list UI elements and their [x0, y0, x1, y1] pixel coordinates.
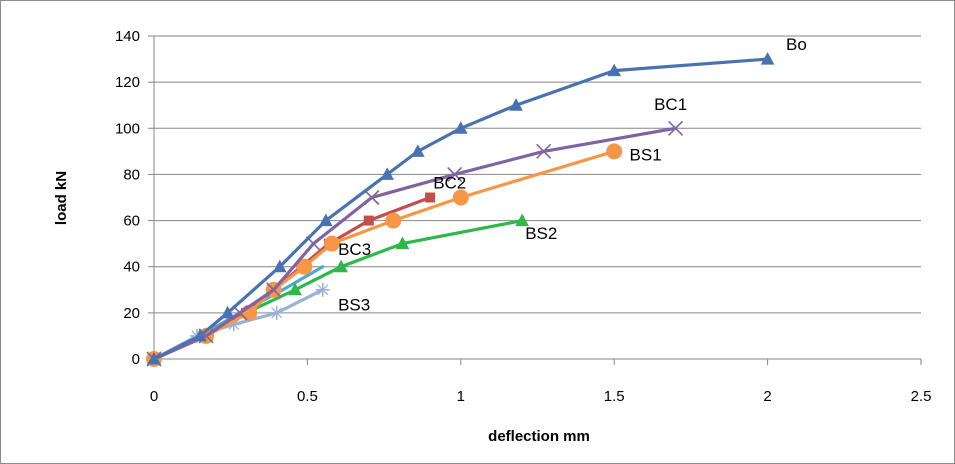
data-point-stroke: [364, 189, 380, 206]
data-point: [453, 121, 468, 134]
data-point: [220, 305, 235, 319]
series-label-bs2: BS2: [525, 224, 557, 243]
data-point: [425, 192, 436, 203]
series-label-bc3: BC3: [338, 240, 371, 259]
x-tick-label: 1: [457, 388, 465, 405]
data-point: [323, 235, 340, 252]
data-point: [760, 52, 775, 65]
series-label-bs3: BS3: [338, 296, 370, 315]
y-tick-label: 120: [115, 74, 140, 91]
tick-labels: 0 20 40 60 80 100 120 140 0 0.5 1 1.5 2 2.5: [115, 28, 931, 405]
x-tick-label: 2.5: [911, 388, 932, 405]
data-point: [193, 328, 207, 342]
y-tick-label: 80: [123, 166, 140, 183]
series-lines: [146, 52, 775, 367]
x-tick-label: 1.5: [604, 388, 625, 405]
data-point: [380, 167, 395, 180]
data-point-stroke: [271, 307, 283, 319]
data-point: [447, 166, 463, 182]
series-bs3: [147, 282, 330, 366]
data-point-stroke: [266, 282, 282, 298]
data-point: [296, 258, 313, 275]
x-tick-label: 2: [763, 388, 771, 405]
y-tick-label: 0: [132, 351, 140, 368]
data-point: [315, 282, 330, 297]
data-point: [334, 259, 348, 273]
data-point: [363, 215, 374, 226]
data-point: [318, 213, 333, 227]
data-point-stroke: [536, 143, 552, 159]
data-point-stroke: [447, 166, 463, 182]
data-point: [509, 98, 523, 111]
data-point: [667, 120, 684, 136]
y-tick-label: 40: [123, 259, 140, 276]
data-point: [272, 259, 287, 273]
data-point: [606, 143, 623, 160]
data-point: [411, 144, 425, 157]
y-tick-label: 140: [115, 28, 140, 45]
data-point: [269, 305, 284, 320]
series-bc1: [146, 120, 684, 367]
data-point: [395, 236, 410, 250]
data-point-stroke: [317, 284, 329, 296]
y-tick-label: 100: [115, 120, 140, 137]
data-point: [385, 212, 402, 229]
data-point: [515, 213, 530, 227]
data-point-stroke: [232, 305, 248, 321]
x-axis-title: deflection mm: [488, 428, 590, 445]
series-label-bs1: BS1: [630, 146, 662, 165]
x-tick-label: 0.5: [297, 388, 318, 405]
data-point: [452, 189, 469, 206]
series-bo: [147, 52, 775, 365]
data-point-stroke: [667, 120, 684, 136]
x-tick-label: 0: [150, 388, 158, 405]
data-point: [607, 63, 622, 77]
data-point: [266, 282, 282, 298]
data-point: [288, 282, 302, 296]
axes: [148, 35, 922, 365]
data-point: [364, 189, 380, 206]
data-point: [147, 351, 161, 365]
series-label-bo: Bo: [786, 35, 807, 54]
data-point: [536, 143, 552, 159]
y-tick-label: 60: [123, 213, 140, 230]
series-label-bc2: BC2: [433, 173, 466, 192]
y-tick-label: 20: [123, 305, 140, 322]
series-line-bs1: [152, 149, 616, 361]
y-axis-title: load kN: [53, 171, 70, 225]
data-point-stroke: [305, 236, 322, 252]
series-label-bc1: BC1: [654, 95, 687, 114]
series-labels: Bo BC1 BS1 BC2 BS2 BC3 BS3: [338, 35, 807, 315]
